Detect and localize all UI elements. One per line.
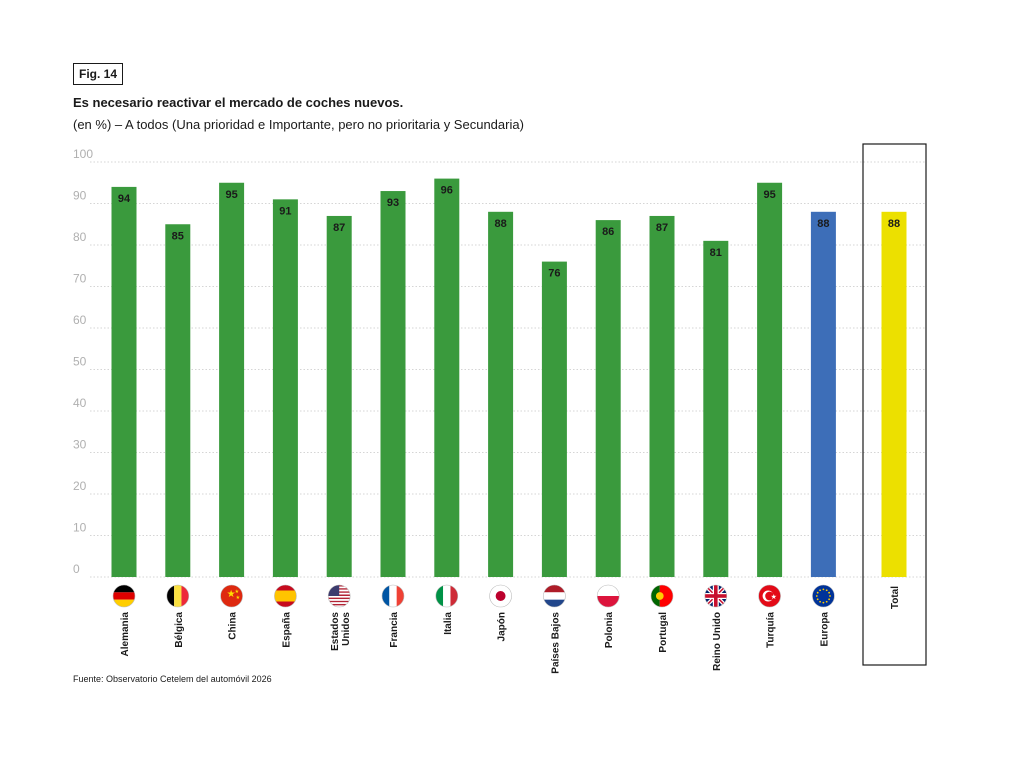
bar-value-label: 76 (548, 268, 560, 280)
bar-value-label: 81 (710, 247, 722, 259)
x-tick-label: Italia (443, 612, 454, 635)
y-tick-label: 80 (73, 230, 87, 244)
x-tick-label: Japón (497, 612, 508, 641)
bar-value-label: 87 (656, 222, 668, 234)
spain-flag-icon (274, 584, 297, 608)
y-tick-label: 60 (73, 313, 87, 327)
bar-value-label: 88 (494, 218, 506, 230)
x-tick-label: Francia (389, 612, 400, 648)
uk-flag-icon (704, 584, 728, 608)
turkey-flag-icon: ★ (758, 584, 781, 608)
italy-flag-icon (435, 584, 459, 608)
bar-alemania (111, 186, 137, 577)
bar-value-label: 96 (441, 185, 453, 197)
bar-turquía (757, 182, 783, 577)
bar-value-label: 85 (172, 230, 184, 242)
y-tick-label: 20 (73, 479, 87, 493)
japan-flag-icon (489, 584, 512, 608)
china-flag-icon: ★ ★★ (220, 584, 243, 608)
y-tick-label: 40 (73, 396, 87, 410)
bar-españa (272, 199, 298, 577)
bar-value-label: 91 (279, 205, 291, 217)
bar-portugal (649, 215, 675, 577)
source-note: Fuente: Observatorio Cetelem del automóv… (73, 674, 272, 684)
bar-japón (488, 211, 514, 578)
y-tick-label: 50 (73, 355, 87, 369)
x-tick-label: Europa (819, 612, 830, 647)
bar-estados-unidos (326, 215, 352, 577)
bar-value-label: 87 (333, 222, 345, 234)
bar-polonia (595, 220, 621, 577)
bar-value-label: 88 (817, 218, 829, 230)
bar-value-label: 94 (118, 193, 131, 205)
svg-text:★: ★ (227, 589, 236, 600)
chart-subtitle: (en %) – A todos (Una prioridad e Import… (73, 117, 524, 132)
bar-reino-unido (703, 240, 729, 577)
x-tick-label: EstadosUnidos (330, 612, 352, 651)
x-tick-label: Polonia (604, 612, 615, 649)
x-tick-label: Bélgica (174, 612, 185, 648)
belgium-flag-icon (166, 584, 190, 608)
x-tick-label: Portugal (658, 612, 669, 653)
svg-text:★: ★ (235, 589, 240, 595)
usa-flag-icon (327, 584, 351, 608)
y-tick-label: 30 (73, 438, 87, 452)
bar-value-label: 95 (763, 189, 775, 201)
x-tick-label: Total (890, 586, 901, 609)
x-tick-label: Países Bajos (550, 612, 561, 674)
y-tick-label: 100 (73, 147, 93, 161)
y-tick-label: 70 (73, 272, 87, 286)
bar-china (219, 182, 245, 577)
bar-europa (810, 211, 836, 578)
netherlands-flag-icon (543, 584, 566, 608)
bar-bélgica (165, 224, 191, 577)
bar-países-bajos (541, 261, 567, 577)
svg-text:★: ★ (236, 595, 241, 601)
total-frame (862, 143, 927, 666)
bar-value-label: 95 (225, 189, 237, 201)
x-tick-label: Reino Unido (712, 612, 723, 671)
chart-title: Es necesario reactivar el mercado de coc… (73, 95, 404, 110)
x-tick-label: Alemania (120, 612, 131, 657)
x-tick-label: España (281, 612, 292, 648)
eu-flag-icon (812, 584, 835, 608)
y-tick-label: 0 (73, 562, 80, 576)
bar-francia (380, 191, 406, 578)
portugal-flag-icon (650, 584, 674, 608)
bar-value-label: 93 (387, 197, 399, 209)
bar-italia (434, 178, 460, 577)
germany-flag-icon (112, 584, 136, 608)
y-tick-label: 90 (73, 189, 87, 203)
figure-number: Fig. 14 (73, 63, 123, 85)
x-tick-label: China (228, 612, 239, 640)
france-flag-icon (381, 584, 405, 608)
y-tick-label: 10 (73, 521, 87, 535)
bar-value-label: 86 (602, 226, 614, 238)
svg-text:★: ★ (771, 593, 777, 601)
bar-total (881, 211, 907, 578)
poland-flag-icon (596, 584, 620, 608)
bar-value-label: 88 (888, 218, 900, 230)
x-tick-label: Turquía (766, 612, 777, 648)
